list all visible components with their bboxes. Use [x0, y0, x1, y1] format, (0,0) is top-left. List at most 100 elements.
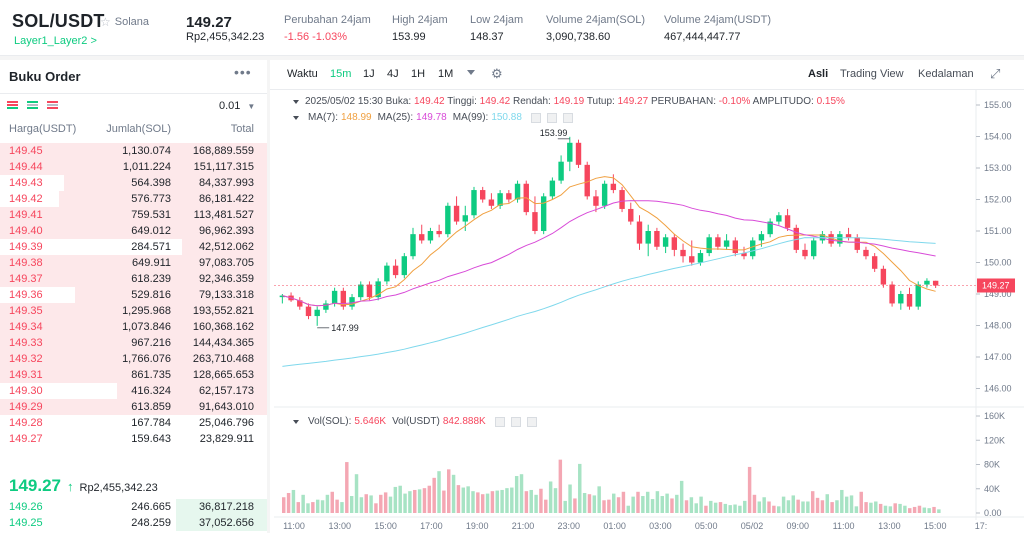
interval-3[interactable]: 4J [387, 68, 399, 80]
ma7-line [282, 176, 936, 307]
volume-bar [898, 503, 902, 513]
interval-2[interactable]: 1J [363, 68, 375, 80]
row-price: 149.43 [9, 177, 43, 189]
order-book-row[interactable]: 149.45 1,130.074 168,889.559 [0, 143, 267, 159]
order-book-row[interactable]: 149.42 576.773 86,181.422 [0, 191, 267, 207]
candle-body [445, 205, 451, 235]
ma-label: MA(99): [452, 112, 489, 123]
interval-1[interactable]: 15m [330, 68, 352, 80]
vol-close-icon[interactable] [526, 416, 537, 427]
more-intervals-chevron-icon[interactable] [467, 70, 475, 75]
ma-visibility-icon[interactable] [530, 112, 541, 123]
ma-close-icon[interactable] [562, 112, 573, 123]
volume-bar [442, 490, 446, 513]
order-book-row[interactable]: 149.36 529.816 79,133.318 [0, 287, 267, 303]
candle-body [532, 212, 538, 231]
order-book-row[interactable]: 149.38 649.911 97,083.705 [0, 255, 267, 271]
row-amount: 416.324 [131, 385, 171, 397]
order-book-row[interactable]: 149.37 618.239 92,346.359 [0, 271, 267, 287]
fullscreen-icon[interactable]: ⤢ [990, 66, 1001, 81]
interval-0[interactable]: Waktu [287, 68, 318, 80]
candlestick-chart[interactable]: 155.00 154.00 153.00 152.00 151.00 150.00 149.… [270, 60, 1024, 533]
vol-settings-icon[interactable] [510, 416, 521, 427]
volume-bar [689, 497, 694, 513]
order-book-row[interactable]: 149.43 564.398 84,337.993 [0, 175, 267, 191]
order-book-row[interactable]: 149.35 1,295.968 193,552.821 [0, 303, 267, 319]
candle-body [898, 294, 904, 304]
pair-name-group: ☆ Solana [100, 15, 149, 29]
volume-bar [752, 494, 757, 513]
depth-bar [58, 191, 267, 207]
tick-size-select[interactable]: 0.01 ▼ [219, 100, 255, 112]
order-book-row[interactable]: 149.41 759.531 113,481.527 [0, 207, 267, 223]
volume-bar [655, 491, 660, 513]
view-both-icon[interactable] [7, 101, 18, 111]
order-book-row[interactable]: 149.27 159.643 23,829.911 [0, 431, 267, 447]
ma-value: 149.78 [416, 112, 447, 123]
pair-symbol[interactable]: SOL/USDT [12, 11, 105, 31]
time-tick-label: 17: [975, 521, 988, 531]
favorite-star-icon[interactable]: ☆ [100, 15, 111, 29]
order-book-row[interactable]: 149.28 167.784 25,046.796 [0, 415, 267, 431]
vol-visibility-icon[interactable] [494, 416, 505, 427]
time-tick-label: 21:00 [512, 521, 535, 531]
collapse-ma-icon[interactable] [293, 115, 299, 120]
volume-bar [548, 481, 553, 513]
depth-bar [117, 383, 267, 399]
row-total: 62,157.173 [198, 385, 254, 397]
order-book-menu-icon[interactable]: ••• [234, 64, 252, 80]
view-asks-icon[interactable] [47, 101, 58, 111]
chart-view-tab[interactable]: Asli [808, 68, 829, 80]
order-book-row[interactable]: 149.25 248.259 37,052.656 [0, 515, 267, 531]
candle-body [758, 234, 765, 241]
order-book-row[interactable]: 149.44 1,011.224 151,117.315 [0, 159, 267, 175]
depth-bar [64, 175, 267, 191]
order-book-row[interactable]: 149.39 284.571 42,512.062 [0, 239, 267, 255]
volume-bar [612, 493, 616, 513]
time-tick-label: 03:00 [649, 521, 672, 531]
time-tick-label: 09:00 [787, 521, 810, 531]
volume-bar [388, 496, 393, 513]
ma-settings-icon[interactable] [546, 112, 557, 123]
candle-body [479, 190, 486, 200]
order-book-row[interactable]: 149.33 967.216 144,434.365 [0, 335, 267, 351]
view-bids-icon[interactable] [27, 101, 38, 111]
ohlc-value: 149.42 [414, 96, 445, 107]
order-book-row[interactable]: 149.26 246.665 36,817.218 [0, 499, 267, 515]
row-price: 149.32 [9, 353, 43, 365]
depth-bar [0, 223, 267, 239]
collapse-legend-icon[interactable] [293, 100, 299, 104]
row-total: 37,052.656 [198, 517, 254, 529]
row-price: 149.41 [9, 209, 43, 221]
order-book-row[interactable]: 149.29 613.859 91,643.010 [0, 399, 267, 415]
volume-bar [340, 502, 344, 513]
row-amount: 284.571 [131, 241, 171, 253]
interval-5[interactable]: 1M [438, 68, 454, 80]
order-book-row[interactable]: 149.30 416.324 62,157.173 [0, 383, 267, 399]
collapse-volume-icon[interactable] [293, 419, 299, 424]
volume-bar [427, 485, 432, 513]
depth-bar [0, 319, 267, 335]
interval-4[interactable]: 1H [411, 68, 426, 80]
volume-bar [568, 484, 572, 513]
volume-bar [927, 508, 931, 513]
vol-label: Vol(USDT) [392, 416, 440, 427]
volume-bar [670, 498, 674, 513]
settings-gear-icon[interactable]: ⚙ [491, 66, 503, 81]
volume-bar [505, 488, 509, 513]
volume-bar [878, 503, 883, 513]
candle-body [828, 234, 834, 244]
order-book-row[interactable]: 149.40 649.012 96,962.393 [0, 223, 267, 239]
chart-view-tab[interactable]: Kedalaman [918, 68, 974, 80]
volume-bar [379, 494, 383, 513]
volume-bar [514, 476, 519, 513]
row-amount: 649.911 [132, 257, 171, 269]
order-book-row[interactable]: 149.32 1,766.076 263,710.468 [0, 351, 267, 367]
category-tag[interactable]: Layer1_Layer2 > [14, 35, 97, 47]
order-book-row[interactable]: 149.31 861.735 128,665.653 [0, 367, 267, 383]
volume-bar [801, 501, 805, 513]
order-book-row[interactable]: 149.34 1,073.846 160,368.162 [0, 319, 267, 335]
candle-body [671, 237, 678, 250]
chart-view-tab[interactable]: Trading View [840, 68, 904, 80]
volume-bar [456, 485, 461, 513]
